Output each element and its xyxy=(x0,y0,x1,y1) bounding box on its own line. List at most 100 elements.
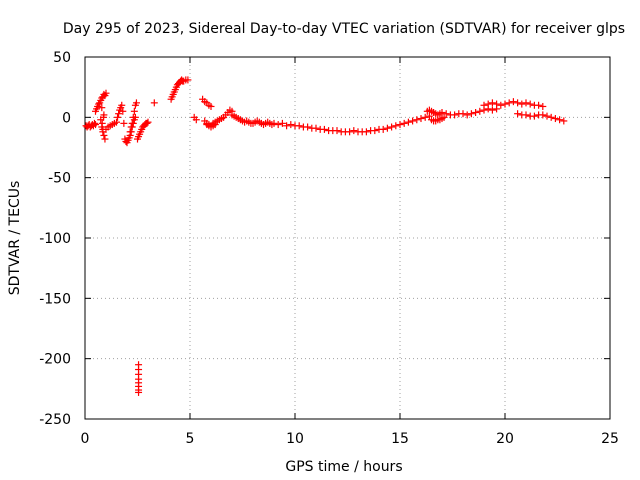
data-point xyxy=(488,99,496,107)
x-tick-label: 25 xyxy=(601,431,619,447)
data-point xyxy=(278,119,286,127)
data-point xyxy=(480,101,488,109)
data-point xyxy=(346,128,354,136)
data-point xyxy=(556,116,564,124)
data-point xyxy=(127,123,135,131)
data-point xyxy=(126,128,134,136)
data-point xyxy=(143,119,151,127)
data-point xyxy=(526,100,534,108)
data-point xyxy=(467,110,475,118)
data-point xyxy=(560,117,568,125)
data-point xyxy=(95,100,103,108)
data-point xyxy=(440,113,448,121)
data-point xyxy=(509,98,517,106)
data-point xyxy=(476,107,484,115)
data-point xyxy=(484,100,492,108)
x-tick-label: 5 xyxy=(186,431,195,447)
data-point xyxy=(463,111,471,119)
data-point xyxy=(100,111,108,119)
chart-title: Day 295 of 2023, Sidereal Day-to-day VTE… xyxy=(63,21,625,37)
data-point xyxy=(132,99,140,107)
data-point xyxy=(472,109,480,117)
data-point xyxy=(135,388,143,396)
data-point xyxy=(114,113,122,121)
data-point xyxy=(396,121,404,129)
data-point xyxy=(371,127,379,135)
data-point xyxy=(413,116,421,124)
data-point xyxy=(192,116,200,124)
data-point xyxy=(425,112,433,120)
data-point xyxy=(119,107,127,115)
data-point xyxy=(211,121,219,129)
data-point xyxy=(274,121,282,129)
data-point xyxy=(383,124,391,132)
y-axis-label: SDTVAR / TECUs xyxy=(7,181,23,296)
data-point xyxy=(333,127,341,135)
data-point xyxy=(530,112,538,120)
data-point xyxy=(115,110,123,118)
data-point xyxy=(283,122,291,130)
data-point xyxy=(100,131,108,139)
data-point xyxy=(547,113,555,121)
data-point xyxy=(497,101,505,109)
plot-frame xyxy=(84,56,611,420)
x-tick-label: 0 xyxy=(81,431,90,447)
data-point xyxy=(392,122,400,130)
data-point xyxy=(388,123,396,131)
data-point xyxy=(409,117,417,125)
data-point xyxy=(501,100,509,108)
data-point xyxy=(379,125,387,133)
data-point xyxy=(120,119,128,127)
data-point xyxy=(130,107,138,115)
data-point xyxy=(539,102,547,110)
data-point xyxy=(295,122,303,130)
data-point xyxy=(184,76,192,84)
x-axis-label: GPS time / hours xyxy=(285,459,402,475)
data-point xyxy=(505,99,513,107)
data-point xyxy=(129,113,137,121)
y-tick-label: -50 xyxy=(48,171,71,187)
data-point xyxy=(404,118,412,126)
x-tick-label: 10 xyxy=(286,431,304,447)
data-point xyxy=(113,118,120,126)
x-tick-label: 15 xyxy=(391,431,409,447)
data-point xyxy=(287,121,295,129)
data-point xyxy=(400,119,408,127)
y-tick-label: 50 xyxy=(53,50,71,66)
data-point xyxy=(92,121,99,129)
data-point xyxy=(98,119,106,127)
data-point xyxy=(488,106,496,114)
data-point xyxy=(522,111,530,119)
data-point xyxy=(270,119,278,127)
data-point xyxy=(539,111,547,119)
data-point xyxy=(362,128,370,136)
data-point xyxy=(144,118,152,126)
data-point xyxy=(207,102,215,110)
tick-labels: 0 5 10 15 20 25 50 0 -50 -100 -150 -200 -250 xyxy=(39,50,619,447)
data-point xyxy=(417,115,425,123)
data-point xyxy=(350,127,358,135)
data-point xyxy=(442,110,450,118)
data-points xyxy=(82,76,568,396)
data-point xyxy=(101,135,109,143)
data-point xyxy=(320,125,328,133)
data-point xyxy=(514,99,522,107)
data-point xyxy=(90,119,98,127)
data-point xyxy=(518,100,526,108)
y-tick-label: -100 xyxy=(39,231,71,247)
data-point xyxy=(118,101,126,109)
y-tick-label: -200 xyxy=(39,352,71,368)
data-point xyxy=(459,110,467,118)
data-point xyxy=(98,104,106,112)
x-tick-label: 20 xyxy=(496,431,514,447)
data-point xyxy=(514,110,522,118)
data-point xyxy=(535,101,543,109)
data-point xyxy=(493,100,501,108)
data-point xyxy=(102,89,110,97)
axis-ticks xyxy=(84,56,611,420)
data-point xyxy=(543,112,551,120)
data-point xyxy=(421,113,429,121)
data-point xyxy=(438,109,446,117)
y-tick-label: -150 xyxy=(39,291,71,307)
